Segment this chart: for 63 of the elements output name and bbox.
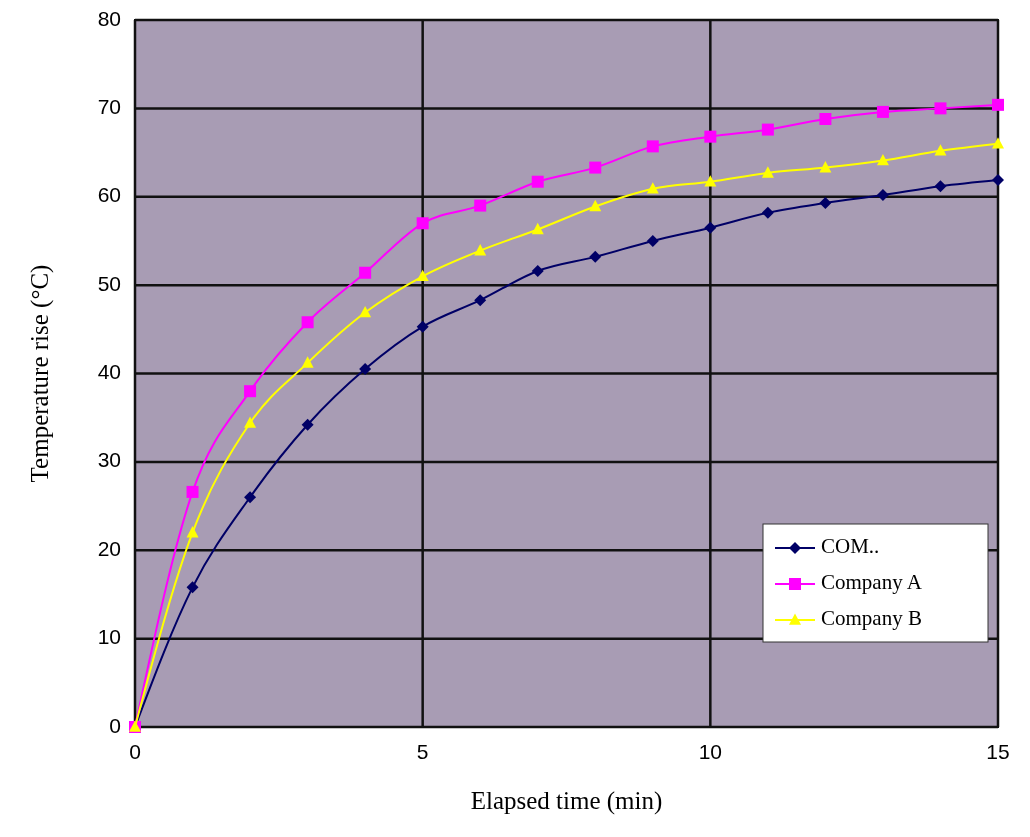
point xyxy=(761,206,774,219)
point xyxy=(876,105,889,118)
point xyxy=(934,102,947,115)
point xyxy=(589,250,602,263)
point xyxy=(704,221,717,234)
point xyxy=(704,130,717,143)
point xyxy=(531,222,544,235)
legend-label: Company B xyxy=(821,605,922,630)
point xyxy=(416,320,429,333)
point xyxy=(416,269,429,282)
legend-label: COM.. xyxy=(821,533,880,558)
y-tick-label: 40 xyxy=(97,360,121,384)
point xyxy=(359,266,372,279)
point xyxy=(646,140,659,153)
x-tick-label: 10 xyxy=(698,740,723,763)
point xyxy=(761,123,774,136)
point xyxy=(992,173,1004,186)
point xyxy=(416,217,429,230)
y-tick-label: 10 xyxy=(97,625,121,649)
x-tick-label: 0 xyxy=(129,740,141,763)
point xyxy=(359,363,372,376)
point xyxy=(589,199,602,212)
point xyxy=(474,244,487,256)
y-tick-label: 70 xyxy=(97,94,121,118)
point xyxy=(819,160,832,173)
point xyxy=(531,175,544,188)
point xyxy=(474,199,487,212)
x-tick-label: 5 xyxy=(416,740,429,763)
x-tick-label: 15 xyxy=(986,740,1010,763)
y-tick-label: 50 xyxy=(97,271,121,295)
point xyxy=(992,137,1004,149)
x-axis-title: Elapsed time (min) xyxy=(470,787,663,815)
y-tick-label: 20 xyxy=(97,536,121,560)
point xyxy=(876,188,889,201)
point xyxy=(186,525,199,538)
point xyxy=(992,98,1004,111)
point xyxy=(186,581,199,594)
point xyxy=(934,180,947,193)
point xyxy=(244,416,257,428)
point xyxy=(301,316,314,329)
legend-label: Company A xyxy=(821,569,923,594)
point xyxy=(819,196,832,209)
y-tick-label: 0 xyxy=(109,713,121,737)
y-axis-title: Temperature rise (°C) xyxy=(26,264,54,483)
point xyxy=(359,305,372,318)
point xyxy=(531,264,544,277)
point xyxy=(704,175,717,187)
point xyxy=(819,112,832,125)
point xyxy=(301,356,314,368)
point xyxy=(301,418,314,431)
y-tick-label: 30 xyxy=(97,448,121,472)
point xyxy=(646,234,659,247)
point xyxy=(244,385,257,398)
point xyxy=(186,485,199,498)
point xyxy=(646,182,659,194)
y-tick-label: 60 xyxy=(97,183,121,207)
point xyxy=(244,491,257,504)
point xyxy=(934,144,947,156)
point xyxy=(761,166,774,178)
y-tick-label: 80 xyxy=(97,6,121,30)
point xyxy=(474,294,487,307)
point xyxy=(589,161,602,174)
point xyxy=(876,153,889,166)
